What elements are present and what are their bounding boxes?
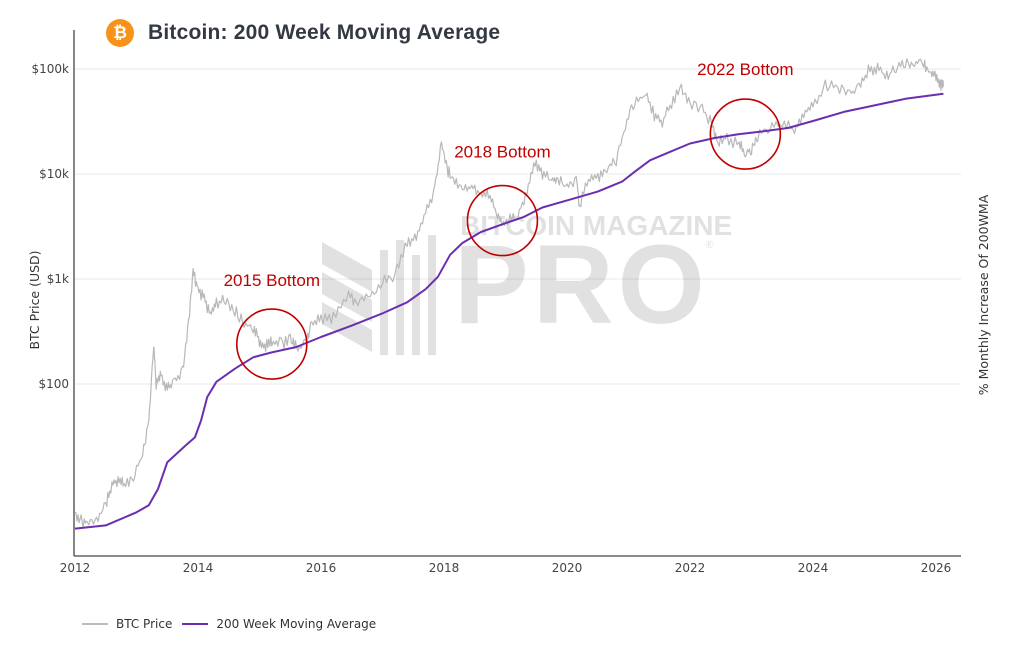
annotations: 2015 Bottom 2018 Bottom 2022 Bottom — [224, 60, 794, 380]
chart-header: ₿ Bitcoin: 200 Week Moving Average — [106, 19, 500, 47]
series-200wma — [74, 92, 944, 530]
legend-label-btc-price: BTC Price — [116, 617, 173, 631]
legend-item-200wma[interactable]: 200 Week Moving Average — [182, 617, 376, 631]
annotation-label: 2015 Bottom — [224, 271, 320, 290]
y-tick-label: $10k — [39, 167, 69, 181]
y2-axis-label: % Monthly Increase Of 200WMA — [976, 194, 991, 395]
x-tick-label: 2014 — [183, 561, 214, 575]
legend: BTC Price 200 Week Moving Average — [82, 617, 386, 631]
x-tick-label: 2022 — [675, 561, 706, 575]
watermark: BITCOIN MAGAZINE PRO ® — [322, 210, 732, 355]
x-tick-label: 2018 — [429, 561, 460, 575]
y-tick-label: $100 — [38, 377, 69, 391]
annotation-circle — [709, 98, 782, 170]
annotation-label: 2022 Bottom — [697, 60, 793, 79]
x-tick-label: 2020 — [552, 561, 583, 575]
y-axis-label: BTC Price (USD) — [27, 250, 42, 349]
y-tick-label: $100k — [32, 62, 70, 76]
legend-swatch-200wma — [182, 623, 209, 625]
annotation-label: 2018 Bottom — [454, 143, 550, 162]
axes: $100k $10k $1k $100 2012 2014 2016 2018 2020 2022… — [32, 30, 961, 575]
x-tick-label: 2024 — [798, 561, 829, 575]
x-tick-label: 2026 — [921, 561, 952, 575]
gridlines — [75, 68, 961, 385]
series-btc-price — [74, 58, 944, 528]
annotation-circle — [466, 184, 539, 257]
watermark-text-magazine: BITCOIN MAGAZINE — [460, 210, 732, 241]
watermark-registered: ® — [704, 238, 715, 251]
legend-label-200wma: 200 Week Moving Average — [216, 617, 377, 631]
y-tick-label: $1k — [47, 272, 69, 286]
annotation-circle — [235, 308, 308, 380]
series-layer — [74, 58, 944, 530]
x-tick-label: 2012 — [60, 561, 91, 575]
bitcoin-icon: ₿ — [106, 19, 134, 47]
chart-title: Bitcoin: 200 Week Moving Average — [148, 21, 501, 44]
legend-item-btc-price[interactable]: BTC Price — [82, 617, 172, 631]
x-tick-label: 2016 — [306, 561, 337, 575]
legend-swatch-btc-price — [82, 623, 108, 625]
watermark-text-pro: PRO — [454, 222, 709, 347]
